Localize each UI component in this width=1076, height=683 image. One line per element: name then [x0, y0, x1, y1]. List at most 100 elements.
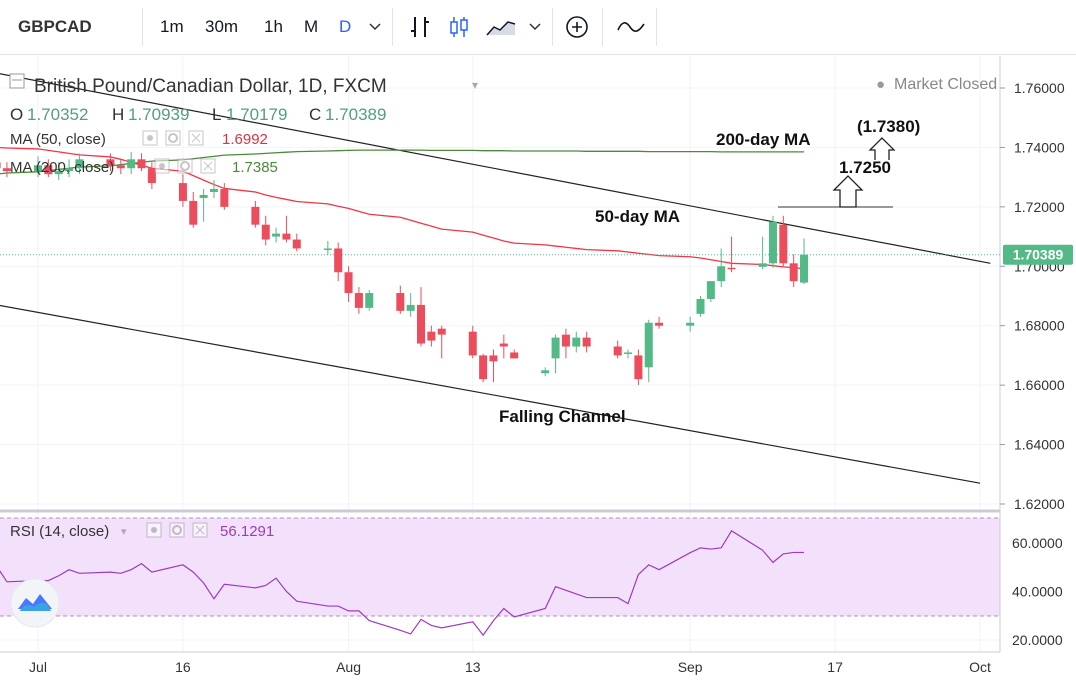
area-chart-icon[interactable] [486, 13, 516, 41]
rsi-legend-icons[interactable] [146, 522, 208, 538]
candle-down [417, 304, 426, 344]
market-status: Market Closed [894, 76, 997, 93]
interval-1h[interactable]: 1h [264, 17, 283, 36]
bar-chart-icon[interactable] [408, 13, 432, 41]
ma200-legend-value: 1.7385 [232, 159, 278, 176]
candle-down [178, 183, 187, 201]
candle-down [634, 355, 643, 380]
chevron-down-icon[interactable] [528, 13, 542, 41]
candle-down [116, 165, 125, 169]
chevron-down-icon[interactable] [368, 13, 382, 41]
chevron-down-icon[interactable]: ▾ [121, 526, 127, 538]
rsi-tick-label: 60.0000 [1012, 535, 1063, 551]
interval-m[interactable]: M [304, 17, 319, 36]
candle-down [2, 168, 11, 172]
ohlc-low-label: L [212, 105, 221, 124]
candle-down [727, 267, 736, 270]
ma200-legend-icons[interactable] [154, 158, 216, 174]
arrow-up-icon [832, 175, 864, 208]
rsi-legend-label: RSI (14, close) [10, 523, 109, 540]
candle-down [499, 343, 508, 347]
ohlc-low: 1.70179 [226, 105, 287, 124]
candle-up [365, 293, 374, 308]
candle-up [272, 233, 281, 237]
candle-up [65, 168, 74, 172]
chevron-down-icon[interactable]: ▾ [472, 78, 478, 92]
ma50-legend-value: 1.6992 [222, 131, 268, 148]
channel-lower-line [0, 304, 981, 484]
price-tick-label: 1.74000 [1014, 139, 1065, 155]
candle-up [686, 322, 695, 326]
candle-down [147, 168, 156, 184]
candle-down [582, 337, 591, 347]
last-price-label: 1.70389 [1013, 247, 1064, 263]
candle-up [127, 159, 136, 169]
rsi-tick-label: 20.0000 [1012, 632, 1063, 648]
price-tick-label: 1.72000 [1014, 199, 1065, 215]
candle-up [323, 248, 332, 250]
ohlc-close: 1.70389 [325, 105, 386, 124]
candlestick-icon[interactable] [447, 13, 471, 41]
candle-up [706, 281, 715, 299]
candle-down [779, 224, 788, 264]
candle-down [137, 159, 146, 169]
candle-down [344, 272, 353, 294]
candle-up [768, 221, 777, 264]
ma50-legend-label: MA (50, close) [10, 131, 106, 148]
candle-up [644, 322, 653, 368]
time-scale[interactable]: Jul 16 Aug 13 Sep 17 Oct [29, 659, 991, 675]
annotation-target-2: (1.7380) [857, 117, 920, 136]
candle-up [717, 266, 726, 282]
falling-channel [0, 73, 991, 484]
ohlc-high-label: H [112, 105, 124, 124]
ohlc-close-label: C [309, 105, 321, 124]
price-tick-label: 1.76000 [1014, 80, 1065, 96]
annotation-layer: 200-day MA 50-day MA 1.7250 (1.7380) Fal… [499, 117, 920, 426]
time-tick-label: 13 [465, 659, 481, 675]
candle-up [800, 254, 809, 283]
rsi-band [0, 518, 1000, 616]
interval-30m[interactable]: 30m [205, 17, 239, 36]
tradingview-logo-icon[interactable] [10, 578, 60, 628]
toolbar-divider [656, 8, 657, 46]
toolbar-divider [142, 8, 143, 46]
time-tick-label: 17 [827, 659, 843, 675]
rsi-line [0, 530, 805, 637]
rsi-tick-label: 40.0000 [1012, 584, 1063, 600]
candle-down [396, 293, 405, 311]
candle-down [0, 162, 1, 169]
interval-d[interactable]: D [339, 17, 352, 36]
price-tick-label: 1.62000 [1014, 496, 1065, 512]
collapse-icon[interactable] [9, 73, 25, 89]
rsi-legend: RSI (14, close) ▾ 56.1291 [10, 522, 274, 540]
last-price-label-box [1003, 244, 1073, 265]
candle-down [437, 328, 446, 335]
candle-down [251, 206, 260, 225]
candle-up [209, 189, 218, 192]
candles [0, 151, 809, 386]
channel-upper-line [0, 73, 991, 264]
annotation-falling-channel: Falling Channel [499, 407, 626, 426]
symbol-label[interactable]: GBPCAD [18, 17, 92, 36]
ohlc-open-label: O [10, 105, 23, 124]
ohlc-open: 1.70352 [27, 105, 88, 124]
candle-down [561, 334, 570, 347]
rsi-scale[interactable]: 60.0000 40.0000 20.0000 [1012, 535, 1063, 648]
chart-title: British Pound/Canadian Dollar, 1D, FXCM [34, 76, 387, 97]
arrow-up-icon [868, 137, 896, 160]
candle-down [354, 293, 363, 308]
candle-up [75, 159, 84, 169]
candle-down [261, 224, 270, 240]
candle-down [106, 159, 115, 166]
price-tick-label: 1.68000 [1014, 318, 1065, 334]
candle-down [789, 263, 798, 282]
candle-up [34, 165, 42, 172]
market-status-dot: ● [876, 76, 885, 93]
time-tick-label: 16 [175, 659, 191, 675]
compare-icon[interactable] [616, 13, 646, 41]
candle-down [613, 346, 622, 356]
interval-1m[interactable]: 1m [160, 17, 184, 36]
add-indicator-icon[interactable] [564, 13, 590, 41]
ma50-legend-icons[interactable] [142, 130, 204, 146]
